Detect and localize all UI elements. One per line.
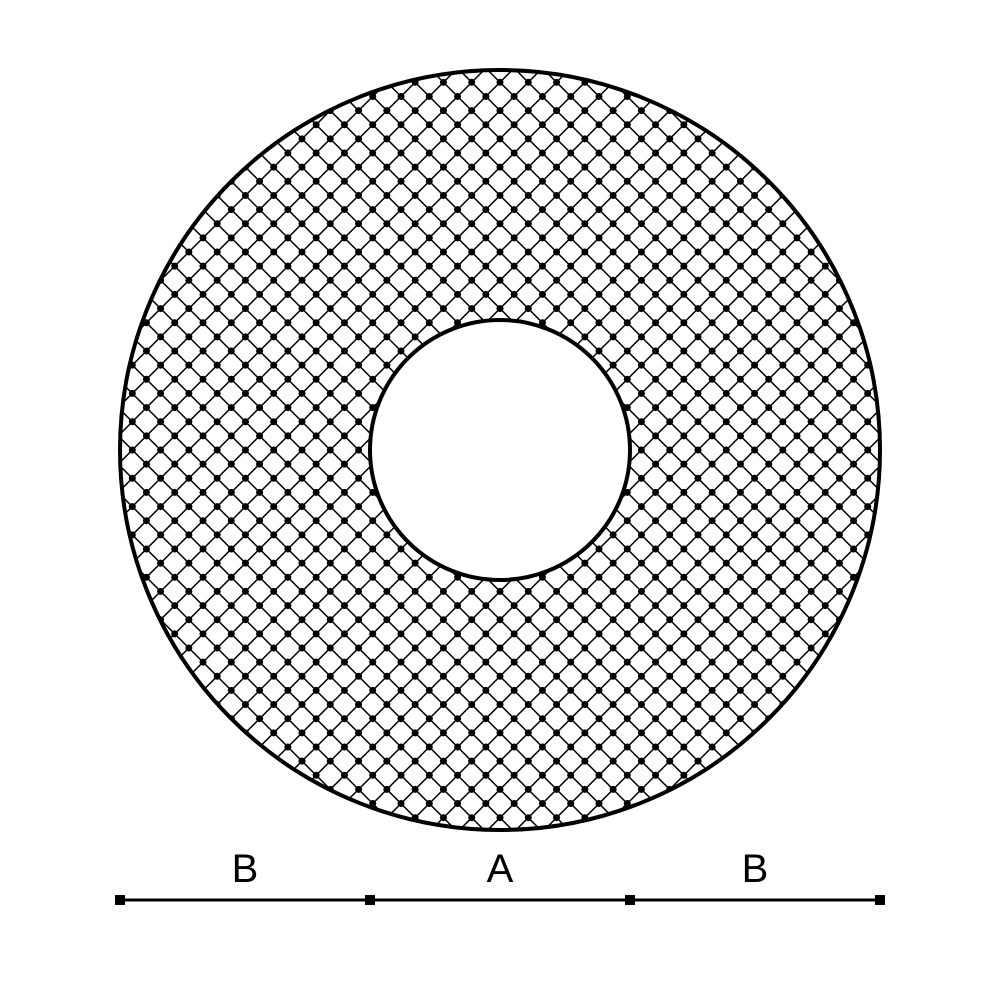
dimension-tick <box>115 895 125 905</box>
dimension-tick <box>365 895 375 905</box>
washer-cross-section-diagram: BAB <box>0 0 1000 1000</box>
dimension-label: B <box>742 847 769 891</box>
dimension-label: B <box>232 847 259 891</box>
dimension-tick <box>625 895 635 905</box>
dimension-label: A <box>487 847 514 891</box>
dimension-tick <box>875 895 885 905</box>
